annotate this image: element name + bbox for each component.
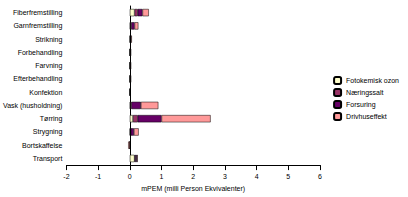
svg-text:Fotokemisk ozon: Fotokemisk ozon — [346, 77, 399, 84]
svg-text:mPEM (milli Person Ekvivalente: mPEM (milli Person Ekvivalenter) — [141, 185, 245, 193]
svg-text:6: 6 — [318, 173, 322, 180]
svg-text:-1: -1 — [95, 173, 101, 180]
svg-text:1: 1 — [160, 173, 164, 180]
svg-text:Næringssalt: Næringssalt — [346, 89, 383, 97]
svg-text:4: 4 — [255, 173, 259, 180]
svg-text:5: 5 — [286, 173, 290, 180]
svg-text:Garnfremstilling: Garnfremstilling — [13, 22, 62, 30]
svg-text:Konfektion: Konfektion — [29, 89, 62, 96]
svg-text:Strikning: Strikning — [35, 36, 62, 44]
svg-text:-2: -2 — [63, 173, 69, 180]
svg-text:2: 2 — [191, 173, 195, 180]
svg-text:Drivhuseffekt: Drivhuseffekt — [346, 113, 387, 120]
svg-text:Tørring: Tørring — [40, 115, 63, 123]
svg-text:Bortskaffelse: Bortskaffelse — [22, 142, 62, 149]
svg-text:Transport: Transport — [33, 155, 63, 163]
svg-text:Strygning: Strygning — [33, 128, 63, 136]
svg-text:Efterbehandling: Efterbehandling — [13, 75, 62, 83]
svg-text:Farvning: Farvning — [35, 62, 62, 70]
svg-text:Forsuring: Forsuring — [346, 101, 376, 109]
svg-text:0: 0 — [128, 173, 132, 180]
svg-text:Forbehandling: Forbehandling — [18, 49, 63, 57]
svg-text:3: 3 — [223, 173, 227, 180]
svg-text:Vask (husholdning): Vask (husholdning) — [3, 102, 62, 110]
svg-text:Fiberfremstilling: Fiberfremstilling — [13, 9, 63, 17]
